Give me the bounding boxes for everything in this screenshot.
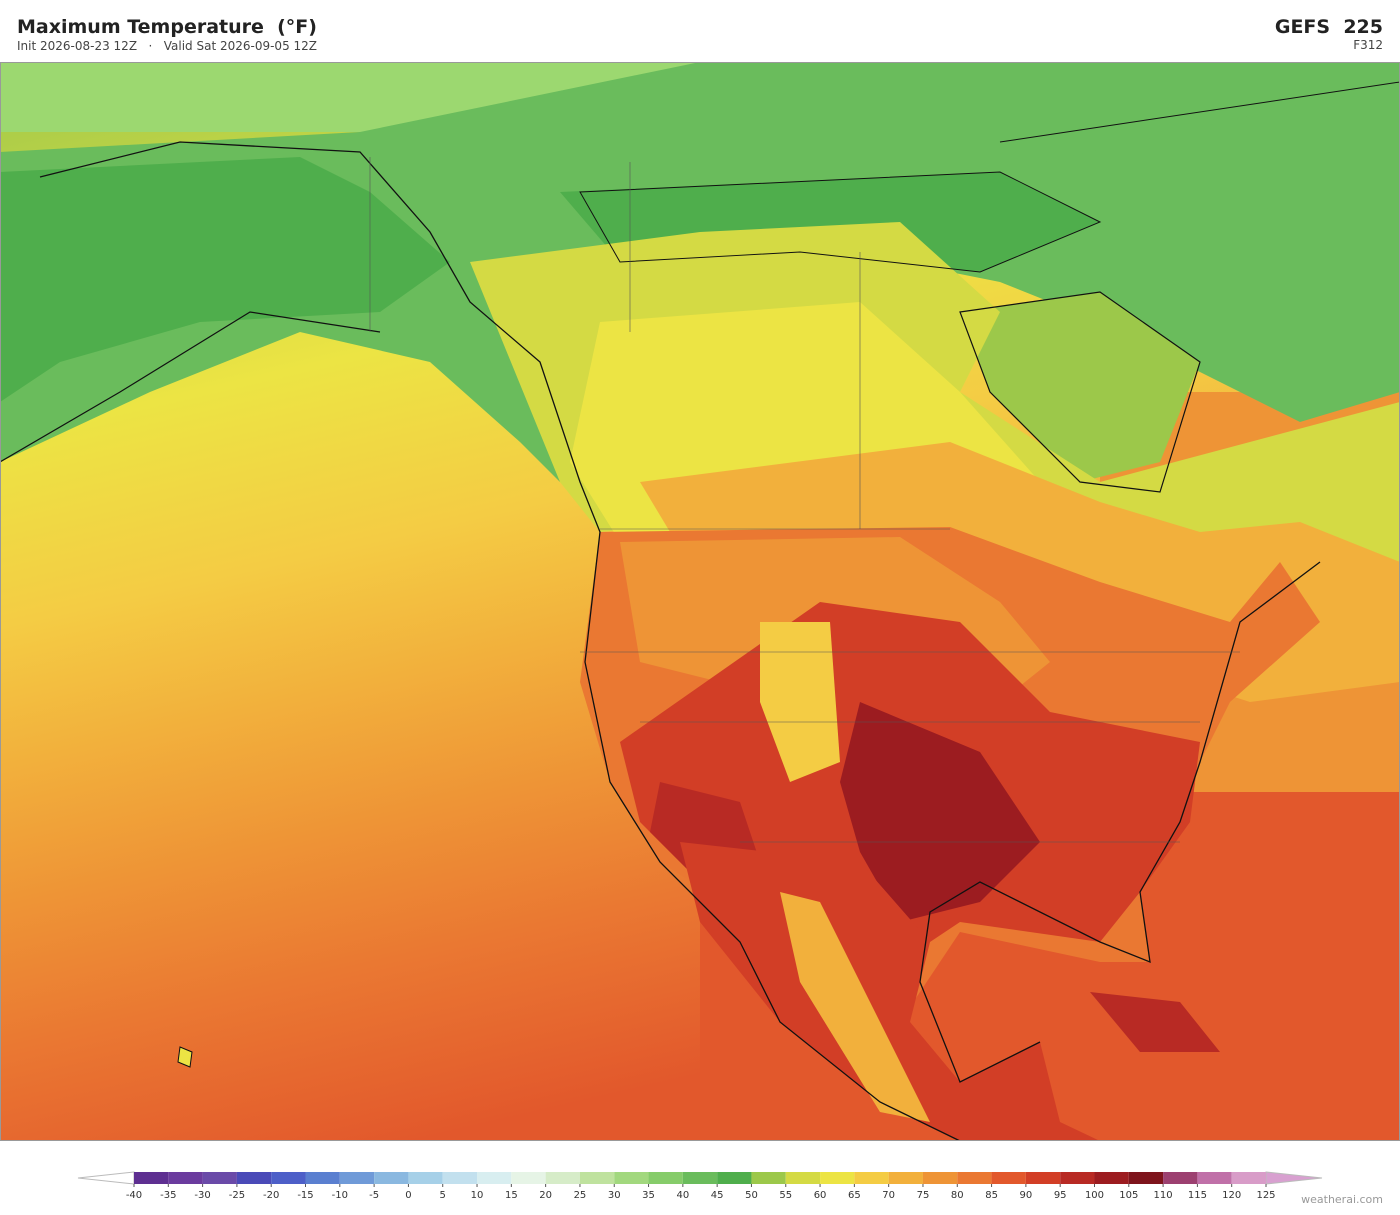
watermark: weatherai.com [1301,1193,1383,1206]
colorbar-segment [682,1172,718,1184]
colorbar-over [1265,1171,1323,1185]
colorbar-segment [1128,1172,1164,1184]
hawaii [177,1046,193,1068]
colorbar-tick-label: 65 [848,1190,861,1201]
colorbar-segment [785,1172,821,1184]
colorbar-segment [271,1172,306,1184]
colorbar-segment [236,1172,272,1184]
hudson-coast [959,291,1201,493]
atlantic-coast [919,561,1321,1083]
colorbar-tick-label: 15 [505,1190,518,1201]
colorbar-under [77,1171,135,1185]
colorbar-segment [202,1172,237,1184]
colorbar-segment [134,1172,169,1184]
cuba [1090,992,1220,1052]
colorbar-segment [648,1172,683,1184]
colorbar-tick-label: 75 [917,1190,930,1201]
pacific-coast [39,141,961,1141]
colorbar-tick-label: -5 [369,1190,379,1201]
colorbar-segment [339,1172,375,1184]
colorbar-tick-label: 25 [574,1190,587,1201]
colorbar-segment [854,1172,889,1184]
alaska-coast [0,311,381,463]
colorbar-tick-label: 95 [1054,1190,1067,1201]
greenland-edge [1000,82,1400,222]
colorbar-tick-label: 35 [642,1190,655,1201]
map-subtitle: Init 2026-08-23 12Z · Valid Sat 2026-09-… [17,39,318,53]
colorbar-tick-label: 115 [1188,1190,1207,1201]
colorbar-segment [1025,1172,1061,1184]
hudson-bay [960,292,1200,482]
borders [369,157,1240,843]
colorbar-segment [477,1172,512,1184]
colorbar-tick-label: 105 [1119,1190,1138,1201]
rockies [760,622,840,782]
mexico [680,842,1100,1141]
colorbar-tick-label: 120 [1222,1190,1241,1201]
colorbar-tick-label: -25 [229,1190,245,1201]
colorbar-segment [1060,1172,1095,1184]
colorbar-tick-label: 60 [814,1190,827,1201]
colorbar-tick-label: -40 [126,1190,142,1201]
colorbar-tick-label: 10 [471,1190,484,1201]
alaska [0,157,450,402]
colorbar-tick-label: 40 [676,1190,689,1201]
colorbar-tick-label: 20 [539,1190,552,1201]
colorbar-segment [545,1172,580,1184]
colorbar-tick-label: -15 [297,1190,313,1201]
colorbar-segment [1197,1172,1232,1184]
southern-plains [840,702,1040,922]
colorbar-tick-label: 85 [985,1190,998,1201]
colorbar-segment [442,1172,478,1184]
colorbar-segment [579,1172,615,1184]
colorbar-tick-label: -35 [160,1190,176,1201]
colorbar: weatherai.com -40 -35 -30 -25 -20 -15 -10 -5 0 5 1… [77,1171,1383,1206]
colorbar-tick-label: 5 [440,1190,446,1201]
colorbar-tick-label: 0 [405,1190,411,1201]
map-title: Maximum Temperature (°F) [17,16,317,38]
colorbar-tick-label: 90 [1020,1190,1033,1201]
colorbar-segment [511,1172,546,1184]
colorbar-tick-label: 70 [882,1190,895,1201]
colorbar-segment [1163,1172,1198,1184]
temperature-map [0,62,1400,1141]
colorbar-segment [957,1172,992,1184]
colorbar-tick-label: -10 [332,1190,348,1201]
colorbar-tick-label: -30 [194,1190,210,1201]
colorbar-segment [168,1172,203,1184]
colorbar-tick-label: 55 [779,1190,792,1201]
colorbar-segment [888,1172,923,1184]
model-label: GEFS 225 [1274,16,1383,38]
colorbar-segment [1231,1172,1266,1184]
sierra-madre [780,892,930,1122]
colorbar-tick-label: 80 [951,1190,964,1201]
colorbar-segment [820,1172,855,1184]
colorbar-tick-label: 45 [711,1190,724,1201]
colorbar-segment [408,1172,443,1184]
colorbar-segment [751,1172,786,1184]
colorbar-tick-label: 110 [1154,1190,1173,1201]
colorbar-segment [614,1172,649,1184]
colorbar-segment [374,1172,409,1184]
colorbar-segment [717,1172,752,1184]
colorbar-tick-label: -20 [263,1190,279,1201]
colorbar-tick-label: 30 [608,1190,621,1201]
colorbar-segment [991,1172,1026,1184]
arctic-coast [579,81,1400,273]
colorbar-segment [922,1172,958,1184]
colorbar-tick-label: 100 [1085,1190,1104,1201]
colorbar-tick-label: 125 [1256,1190,1275,1201]
forecast-hour: F312 [1353,38,1383,52]
colorbar-segment [305,1172,340,1184]
colorbar-segment [1094,1172,1129,1184]
colorbar-tick-label: 50 [745,1190,758,1201]
